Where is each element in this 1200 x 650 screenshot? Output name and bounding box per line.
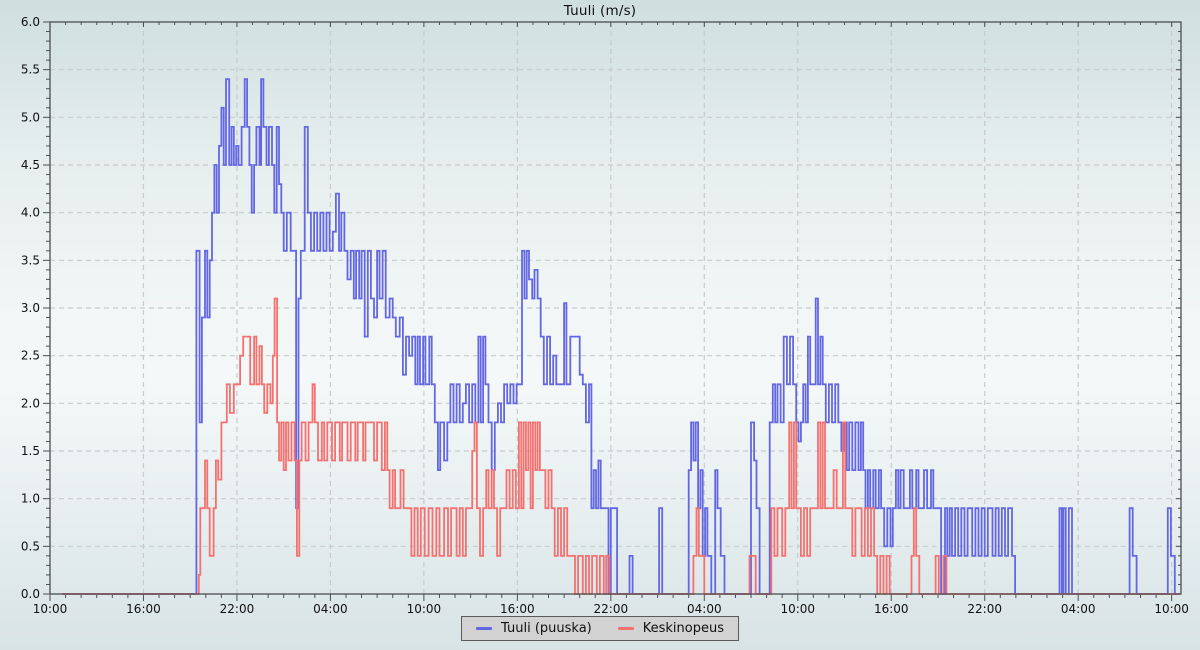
series-keskinopeus xyxy=(62,297,1181,595)
svg-text:10:00: 10:00 xyxy=(407,602,442,616)
svg-text:22:00: 22:00 xyxy=(594,602,629,616)
svg-text:6.0: 6.0 xyxy=(21,15,40,29)
svg-text:5.5: 5.5 xyxy=(21,63,40,77)
svg-text:2.0: 2.0 xyxy=(21,396,40,410)
svg-text:2.5: 2.5 xyxy=(21,349,40,363)
legend-label-gust: Tuuli (puuska) xyxy=(501,621,592,636)
legend-item-gust: Tuuli (puuska) xyxy=(476,621,592,636)
svg-text:4.0: 4.0 xyxy=(21,206,40,220)
series-tuuli-puuska xyxy=(62,78,1180,595)
svg-text:3.0: 3.0 xyxy=(21,301,40,315)
svg-text:4.5: 4.5 xyxy=(21,158,40,172)
chart-legend: Tuuli (puuska) Keskinopeus xyxy=(461,616,739,641)
svg-text:04:00: 04:00 xyxy=(1061,602,1096,616)
svg-text:5.0: 5.0 xyxy=(21,110,40,124)
svg-text:16:00: 16:00 xyxy=(874,602,909,616)
svg-text:0.0: 0.0 xyxy=(21,587,40,601)
svg-text:16:00: 16:00 xyxy=(126,602,161,616)
chart-title: Tuuli (m/s) xyxy=(563,3,637,19)
avg-line-swatch xyxy=(617,627,634,630)
legend-label-avg: Keskinopeus xyxy=(642,621,724,636)
gust-line-swatch xyxy=(476,627,493,630)
svg-text:3.5: 3.5 xyxy=(21,253,40,267)
svg-text:04:00: 04:00 xyxy=(687,602,722,616)
legend-item-avg: Keskinopeus xyxy=(617,621,724,636)
svg-text:10:00: 10:00 xyxy=(1154,602,1189,616)
svg-text:10:00: 10:00 xyxy=(780,602,815,616)
svg-text:0.5: 0.5 xyxy=(21,539,40,553)
svg-text:1.5: 1.5 xyxy=(21,444,40,458)
svg-text:10:00: 10:00 xyxy=(33,602,68,616)
x-tick-labels: 10:00 16:00 22:00 04:00 10:00 16:00 22:00 04:00… xyxy=(33,602,1189,616)
svg-text:16:00: 16:00 xyxy=(500,602,535,616)
y-tick-labels: 0.0 0.5 1.0 1.5 2.0 2.5 3.0 3.5 4.0 4.5 5.0 5.5 6.0 xyxy=(21,15,40,601)
svg-text:04:00: 04:00 xyxy=(313,602,348,616)
plot-border xyxy=(49,21,1182,595)
svg-text:22:00: 22:00 xyxy=(967,602,1002,616)
svg-text:22:00: 22:00 xyxy=(220,602,255,616)
svg-text:1.0: 1.0 xyxy=(21,492,40,506)
